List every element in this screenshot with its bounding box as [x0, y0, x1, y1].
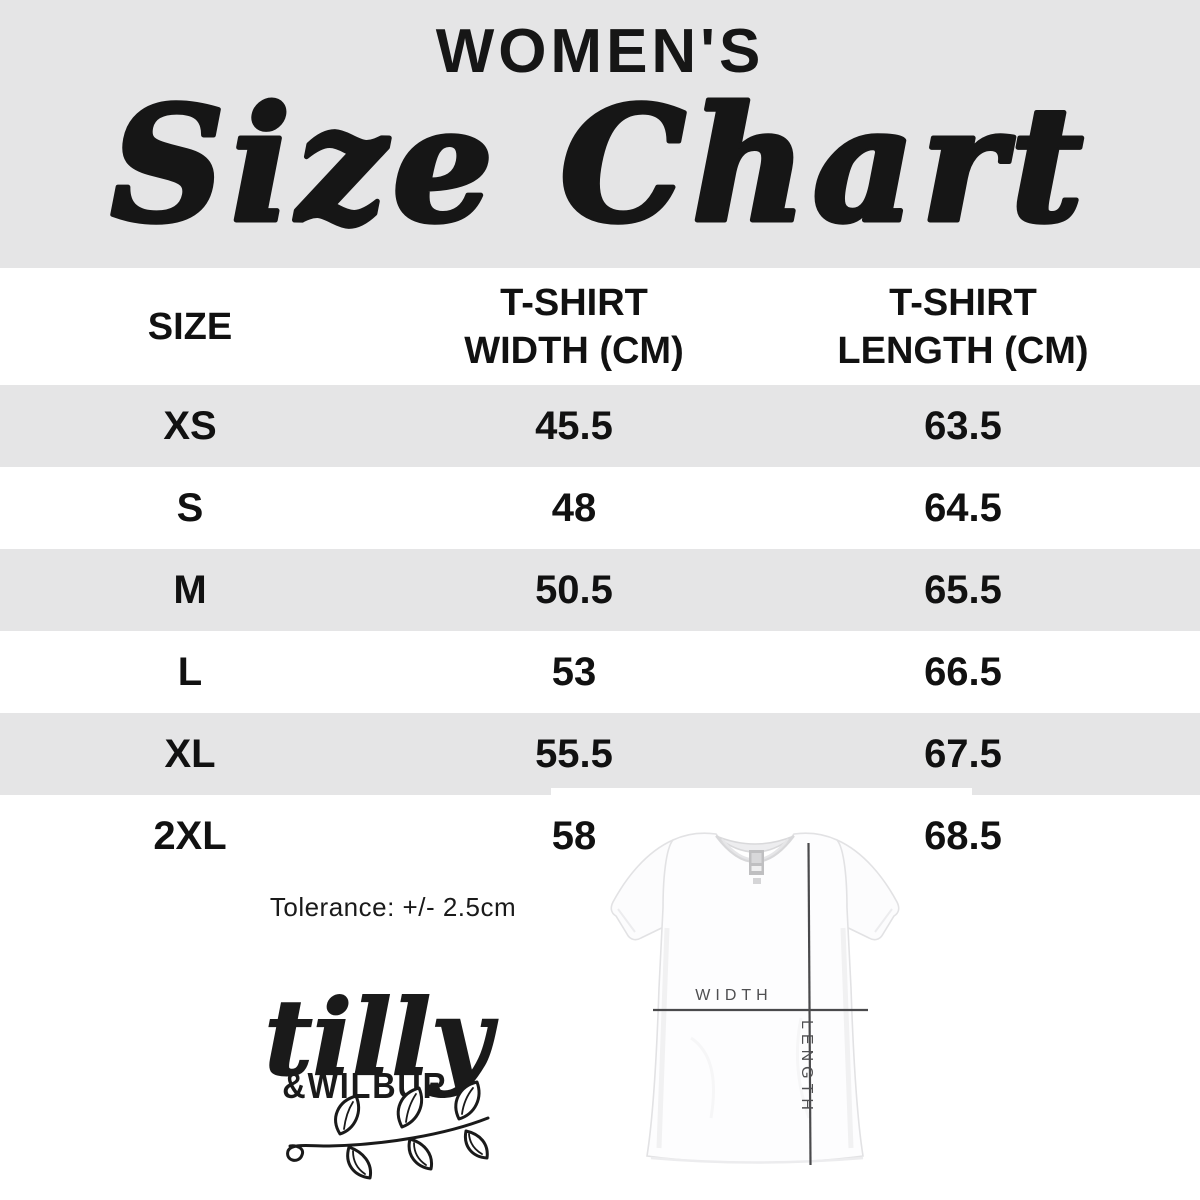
table-header-row: SIZE T-SHIRT WIDTH (CM) T-SHIRT LENGTH (… — [0, 268, 1158, 385]
width-cell: 48 — [551, 486, 597, 530]
header-eyebrow: WOMEN'S — [435, 17, 765, 86]
column-header-size: SIZE — [147, 305, 233, 348]
column-header-length: T-SHIRT LENGTH (CM) — [837, 281, 1089, 372]
width-cell: 53 — [551, 650, 597, 694]
header-title-text: Size Chart — [111, 73, 1090, 258]
brand-script-text: tilly — [265, 976, 499, 1099]
size-cell: L — [177, 650, 203, 694]
brand-logo: tilly &WILBUR — [264, 975, 499, 1180]
length-cell: 67.5 — [924, 732, 1002, 776]
width-cell: 45.5 — [535, 404, 613, 448]
size-cell: M — [173, 568, 207, 612]
length-cell: 65.5 — [924, 568, 1002, 612]
length-cell: 66.5 — [924, 650, 1002, 694]
width-cell: 55.5 — [535, 732, 613, 776]
header-title: Size Chart — [108, 71, 1090, 261]
table-row-xl: XL 55.5 67.5 — [0, 713, 1200, 795]
length-line — [807, 842, 812, 1166]
width-cell: 50.5 — [535, 568, 613, 612]
column-header-width: T-SHIRT WIDTH (CM) — [464, 281, 684, 372]
length-cell: 68.5 — [924, 814, 1002, 858]
leaf-branch-icon — [286, 1080, 490, 1180]
size-cell: 2XL — [153, 814, 227, 858]
width-cell: 58 — [551, 814, 597, 858]
table-row-s: S 48 64.5 — [0, 467, 1200, 549]
table-row-l: L 53 66.5 — [0, 631, 1200, 713]
size-cell: XL — [164, 732, 216, 776]
length-cell: 64.5 — [924, 486, 1002, 530]
table-row-xs: XS 45.5 63.5 — [0, 385, 1200, 467]
width-label: WIDTH — [695, 987, 772, 1004]
tolerance-note: Tolerance: +/- 2.5cm — [269, 892, 517, 922]
neck-label — [749, 850, 764, 884]
tshirt-diagram: WIDTH LENGTH — [610, 832, 900, 1166]
size-cell: XS — [163, 404, 217, 448]
length-label: LENGTH — [798, 1020, 815, 1115]
length-cell: 63.5 — [924, 404, 1002, 448]
table-row-m: M 50.5 65.5 — [0, 549, 1200, 631]
size-cell: S — [176, 486, 204, 530]
table-row-2xl: 2XL 58 68.5 — [0, 795, 1200, 877]
tshirt-photo: WIDTH LENGTH — [551, 788, 972, 1200]
header-band — [0, 0, 1200, 268]
